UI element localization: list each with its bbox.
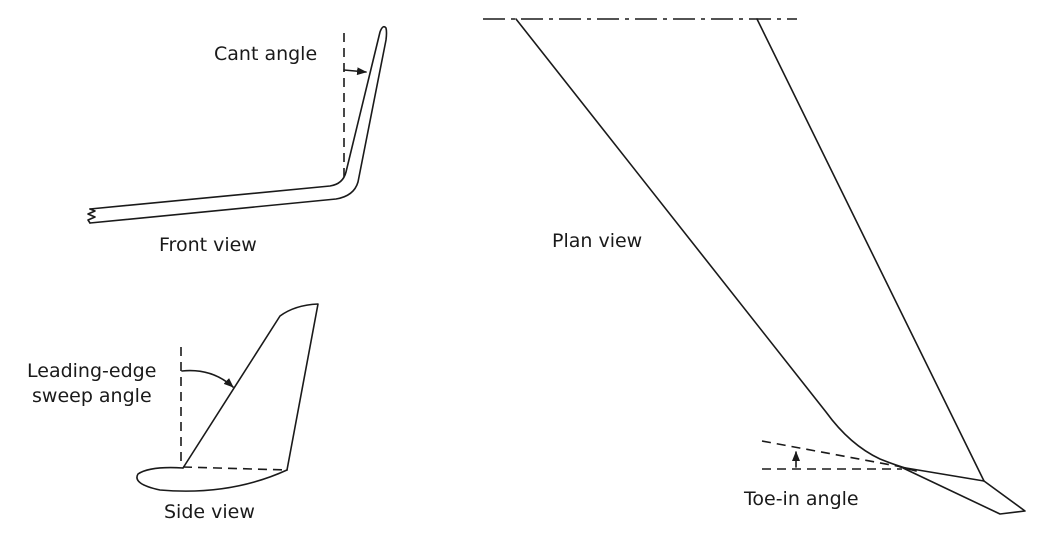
front-view-label: Front view <box>159 234 257 256</box>
side-view-root-chord <box>182 466 288 471</box>
plan-view-tip-chord <box>899 466 985 482</box>
plan-view-label: Plan view <box>552 230 642 252</box>
front-view-group: Cant angle Front view <box>87 25 388 256</box>
toe-in-angle-label: Toe-in angle <box>743 488 859 510</box>
plan-view-group: Plan view Toe-in angle <box>483 18 1026 515</box>
front-view-break-mark <box>87 208 96 224</box>
cant-angle-arrow <box>343 67 367 76</box>
sweep-angle-label: sweep angle <box>32 385 152 407</box>
toe-in-reference-upper <box>761 440 903 468</box>
side-view-label: Side view <box>164 501 255 523</box>
plan-view-winglet <box>902 467 1026 515</box>
sweep-angle-arrow <box>181 369 234 388</box>
leading-edge-label: Leading-edge <box>27 360 156 382</box>
side-view-group: Leading-edge sweep angle Side view <box>27 303 319 523</box>
front-view-wing-outline <box>89 25 388 224</box>
side-view-fin-outline <box>182 303 319 471</box>
plan-view-trailing-edge <box>756 18 985 482</box>
cant-angle-label: Cant angle <box>214 43 317 65</box>
side-view-pod-outline <box>136 466 288 492</box>
